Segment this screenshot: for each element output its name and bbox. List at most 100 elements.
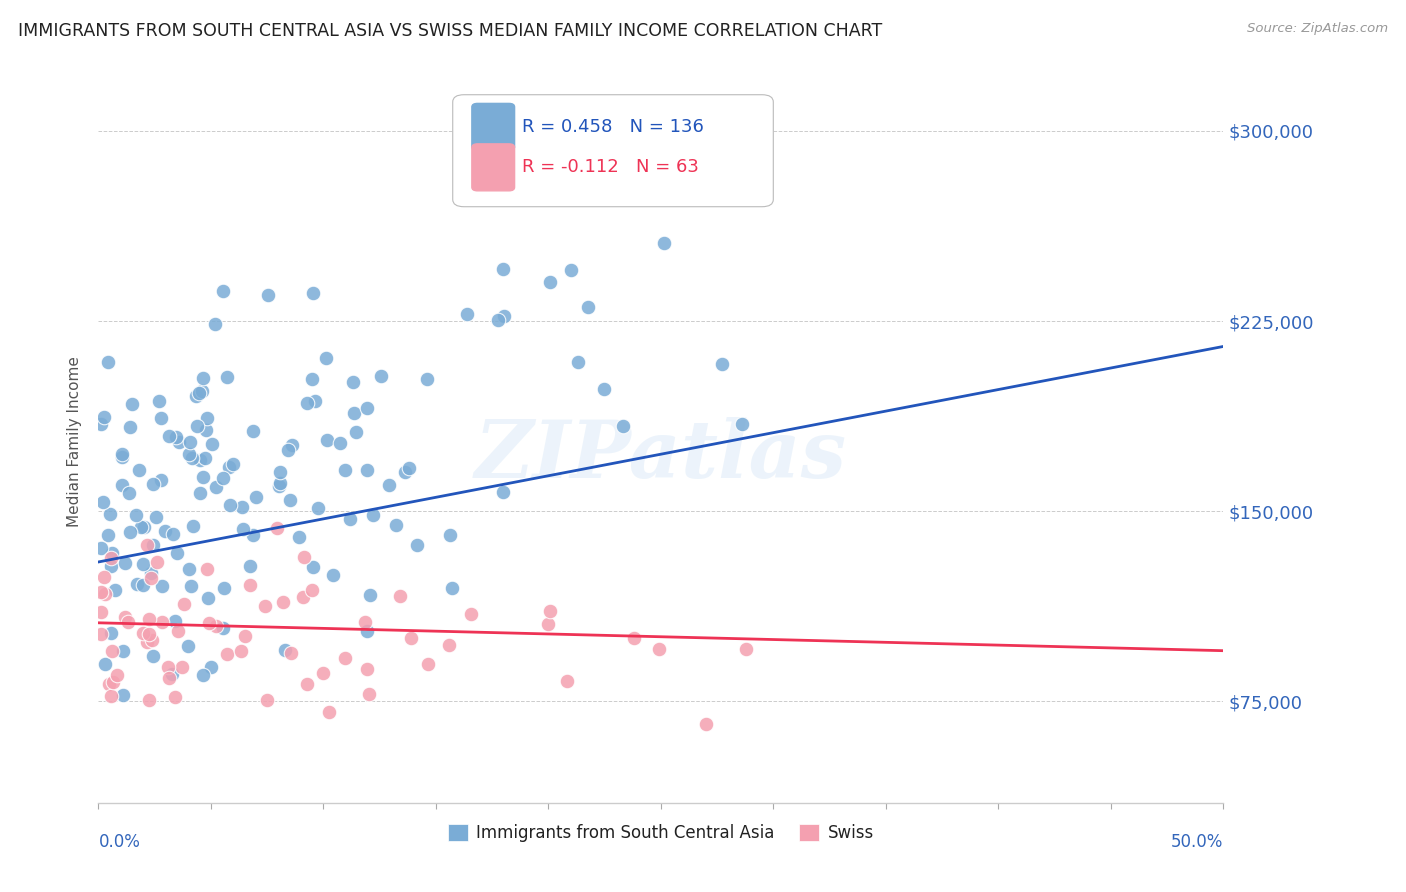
Point bbox=[94, 587, 117, 601]
Point bbox=[492, 309, 515, 323]
Point bbox=[318, 705, 340, 719]
Point bbox=[439, 528, 461, 542]
Point bbox=[136, 539, 159, 553]
Text: 50.0%: 50.0% bbox=[1171, 833, 1223, 851]
Point bbox=[101, 545, 124, 559]
Point bbox=[132, 519, 155, 533]
Point bbox=[104, 583, 127, 598]
Point bbox=[315, 351, 337, 366]
Point bbox=[415, 372, 437, 386]
Point bbox=[193, 469, 215, 483]
Point bbox=[537, 616, 560, 631]
Point bbox=[184, 389, 207, 403]
Point bbox=[316, 433, 339, 447]
Point bbox=[142, 538, 165, 552]
Point bbox=[233, 629, 256, 643]
Point bbox=[101, 675, 124, 690]
Point bbox=[231, 644, 253, 658]
Text: R = -0.112   N = 63: R = -0.112 N = 63 bbox=[523, 158, 699, 176]
Point bbox=[187, 385, 209, 400]
Point bbox=[150, 579, 173, 593]
Point bbox=[239, 578, 262, 592]
Point bbox=[231, 500, 253, 514]
Point bbox=[100, 559, 122, 574]
Point bbox=[201, 436, 224, 450]
Point bbox=[101, 644, 124, 658]
Point bbox=[111, 478, 134, 492]
Point bbox=[191, 667, 214, 681]
Point bbox=[112, 644, 135, 658]
Point bbox=[218, 460, 240, 475]
Point bbox=[311, 666, 333, 681]
Point bbox=[576, 301, 599, 315]
Point bbox=[165, 614, 187, 628]
Point bbox=[91, 494, 114, 508]
Point bbox=[555, 673, 578, 688]
Point bbox=[197, 591, 219, 606]
Point bbox=[177, 639, 200, 653]
Text: ZIPatlas: ZIPatlas bbox=[475, 417, 846, 495]
Point bbox=[257, 288, 280, 302]
Point bbox=[269, 465, 291, 479]
Point bbox=[245, 490, 267, 504]
Point bbox=[180, 579, 202, 593]
Point bbox=[269, 476, 291, 491]
Point bbox=[538, 276, 561, 290]
Point bbox=[138, 612, 160, 626]
Point bbox=[301, 559, 323, 574]
Point bbox=[193, 371, 215, 385]
Point bbox=[648, 642, 671, 657]
Point bbox=[295, 395, 318, 409]
Point bbox=[623, 631, 645, 645]
Point bbox=[710, 357, 733, 371]
Point bbox=[361, 508, 384, 522]
Point bbox=[90, 417, 112, 431]
Point bbox=[492, 484, 515, 499]
Point bbox=[148, 394, 170, 409]
Point bbox=[256, 693, 278, 707]
Point bbox=[100, 626, 122, 640]
Point bbox=[221, 457, 243, 471]
Point bbox=[205, 619, 228, 633]
Point bbox=[242, 527, 264, 541]
Point bbox=[118, 486, 141, 500]
Point bbox=[278, 493, 301, 508]
Point bbox=[398, 460, 420, 475]
Point bbox=[274, 643, 297, 657]
Text: 0.0%: 0.0% bbox=[98, 833, 141, 851]
Point bbox=[394, 466, 416, 480]
Point bbox=[593, 382, 616, 396]
Point bbox=[138, 693, 160, 707]
Point bbox=[389, 589, 412, 603]
Point bbox=[652, 236, 675, 251]
Point bbox=[94, 657, 117, 671]
Point bbox=[731, 417, 754, 431]
Legend: Immigrants from South Central Asia, Swiss: Immigrants from South Central Asia, Swis… bbox=[441, 817, 880, 848]
Point bbox=[117, 615, 139, 629]
Point bbox=[280, 646, 302, 660]
Point bbox=[181, 518, 204, 533]
Point bbox=[110, 450, 132, 465]
Point bbox=[153, 524, 176, 539]
Point bbox=[212, 621, 235, 635]
Point bbox=[266, 521, 288, 535]
Point bbox=[127, 576, 149, 591]
Point bbox=[100, 550, 122, 565]
Point bbox=[167, 624, 190, 638]
Point bbox=[179, 435, 201, 450]
Point bbox=[100, 689, 122, 703]
Point bbox=[359, 588, 381, 602]
Point bbox=[90, 584, 112, 599]
Point bbox=[292, 590, 315, 604]
Point bbox=[239, 559, 262, 574]
Point bbox=[277, 443, 299, 458]
Point bbox=[538, 604, 561, 618]
Point bbox=[138, 627, 160, 641]
Point bbox=[405, 538, 427, 552]
Point bbox=[460, 607, 482, 621]
Point bbox=[385, 518, 408, 533]
Point bbox=[335, 463, 357, 477]
Point bbox=[149, 411, 172, 425]
Point bbox=[204, 317, 226, 331]
Point bbox=[129, 520, 152, 534]
